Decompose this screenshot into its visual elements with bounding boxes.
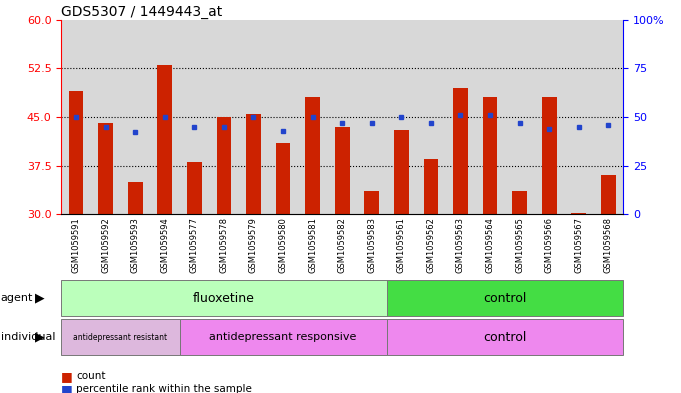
Bar: [394, 130, 409, 214]
Bar: [180, 319, 387, 355]
Bar: [594, 20, 623, 214]
Bar: [180, 20, 209, 214]
Bar: [357, 20, 387, 214]
Bar: [276, 143, 291, 214]
Text: ■: ■: [61, 382, 73, 393]
Bar: [387, 20, 416, 214]
Text: antidepressant resistant: antidepressant resistant: [74, 333, 168, 342]
Bar: [246, 114, 261, 214]
Bar: [187, 162, 202, 214]
Bar: [209, 20, 239, 214]
Text: GDS5307 / 1449443_at: GDS5307 / 1449443_at: [61, 5, 223, 18]
Text: ▶: ▶: [35, 292, 45, 305]
Bar: [387, 319, 623, 355]
Bar: [91, 20, 121, 214]
Bar: [121, 20, 150, 214]
Bar: [150, 20, 180, 214]
Bar: [475, 20, 505, 214]
Bar: [505, 20, 535, 214]
Bar: [157, 65, 172, 214]
Bar: [61, 280, 387, 316]
Bar: [387, 280, 623, 316]
Bar: [217, 117, 232, 214]
Bar: [239, 20, 268, 214]
Text: agent: agent: [1, 293, 33, 303]
Bar: [98, 123, 113, 214]
Bar: [416, 20, 445, 214]
Bar: [128, 182, 142, 214]
Bar: [424, 159, 439, 214]
Bar: [61, 20, 91, 214]
Bar: [364, 191, 379, 214]
Bar: [535, 20, 564, 214]
Text: antidepressant responsive: antidepressant responsive: [209, 332, 357, 342]
Bar: [512, 191, 527, 214]
Bar: [298, 20, 328, 214]
Text: control: control: [483, 331, 526, 344]
Bar: [601, 175, 616, 214]
Text: ▶: ▶: [35, 331, 45, 344]
Bar: [328, 20, 357, 214]
Text: ■: ■: [61, 370, 73, 383]
Text: individual: individual: [1, 332, 55, 342]
Text: count: count: [76, 371, 106, 382]
Text: control: control: [483, 292, 526, 305]
Bar: [69, 91, 84, 214]
Bar: [564, 20, 594, 214]
Bar: [268, 20, 298, 214]
Text: fluoxetine: fluoxetine: [193, 292, 255, 305]
Bar: [542, 97, 556, 214]
Bar: [453, 88, 468, 214]
Bar: [61, 319, 180, 355]
Text: percentile rank within the sample: percentile rank within the sample: [76, 384, 252, 393]
Bar: [305, 97, 320, 214]
Bar: [335, 127, 349, 214]
Bar: [571, 213, 586, 214]
Bar: [445, 20, 475, 214]
Bar: [483, 97, 497, 214]
